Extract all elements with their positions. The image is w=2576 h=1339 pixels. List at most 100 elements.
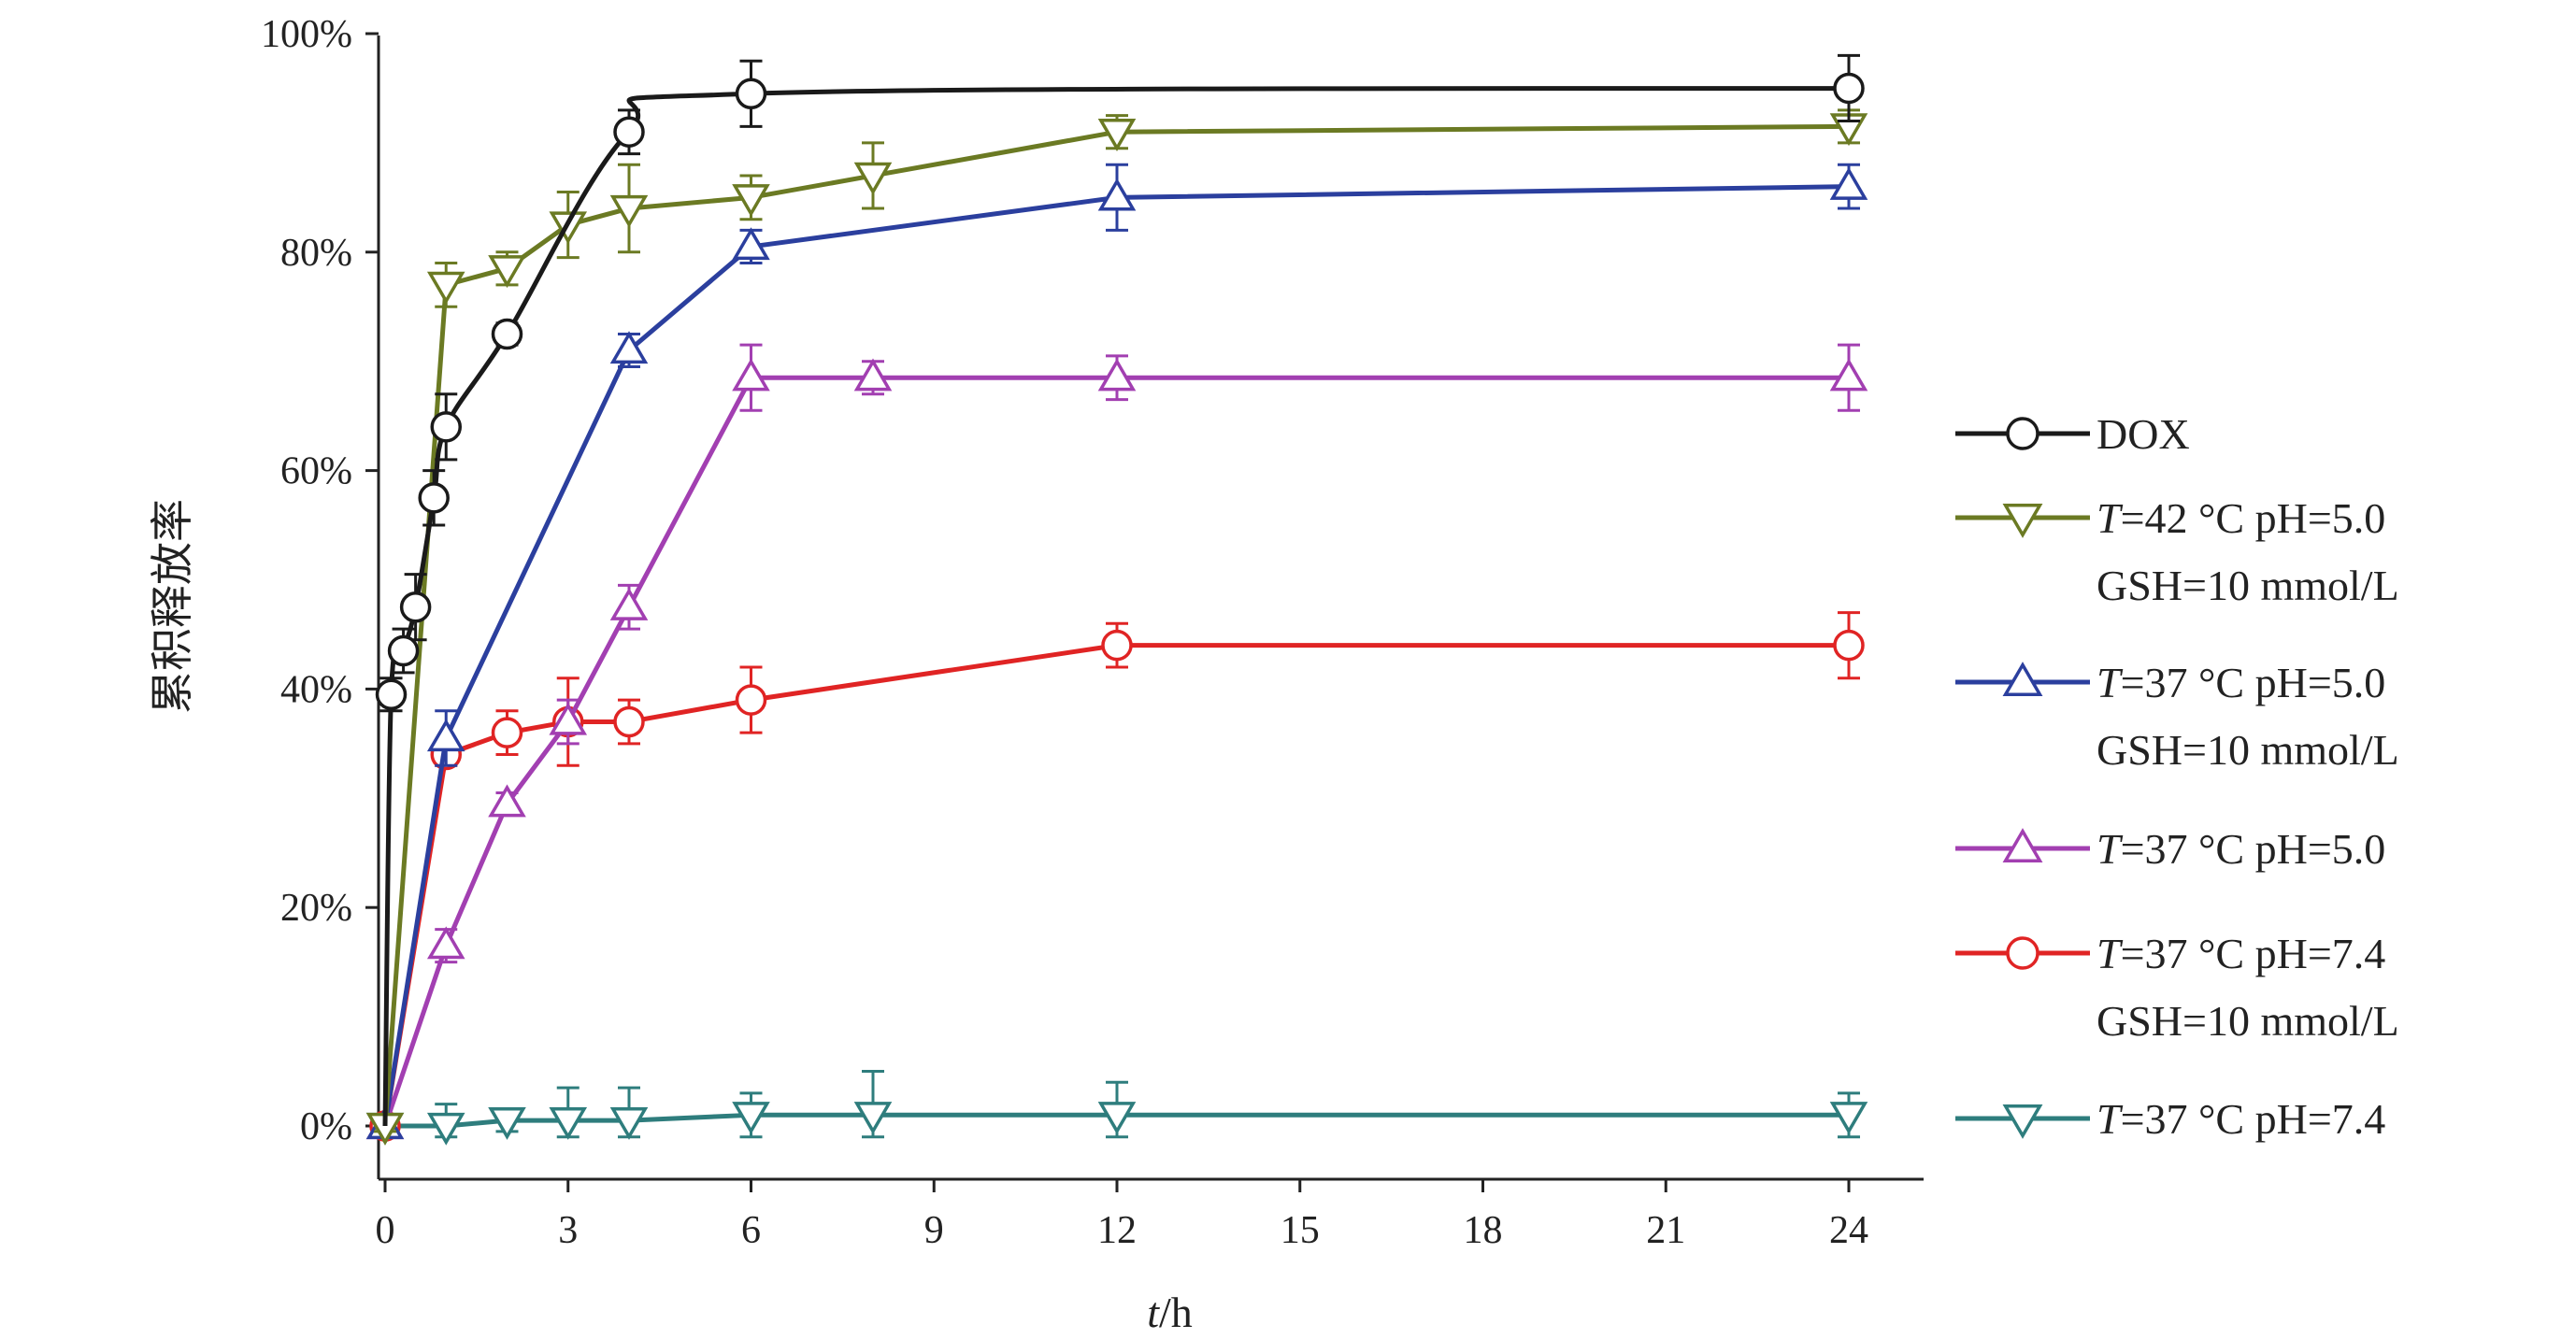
data-point	[735, 78, 767, 110]
data-point	[732, 227, 770, 261]
y-tick-label: 40%	[280, 668, 352, 711]
data-point	[609, 331, 649, 364]
x-tick-label: 9	[924, 1209, 944, 1252]
x-tick-label: 3	[558, 1209, 578, 1252]
x-axis-title: t/h	[1147, 1289, 1193, 1336]
data-point	[1101, 629, 1133, 662]
data-point	[426, 719, 465, 752]
data-point	[375, 678, 408, 710]
data-point	[1833, 72, 1865, 105]
x-tick-label: 12	[1097, 1209, 1137, 1252]
data-point	[1097, 178, 1137, 211]
data-point	[853, 1102, 893, 1135]
data-point	[1829, 166, 1868, 200]
legend-label: T=42 °C pH=5.0	[2097, 494, 2385, 542]
data-point	[2002, 662, 2043, 696]
series-line	[382, 184, 1850, 1127]
data-point	[491, 717, 523, 748]
legend-label: T=37 °C pH=5.0	[2097, 659, 2385, 706]
legend-label-var: T	[2097, 494, 2124, 542]
x-axis-title-var: t	[1147, 1289, 1160, 1336]
data-point	[1097, 1102, 1137, 1135]
legend-label-var: T	[2097, 659, 2124, 706]
series-line	[382, 643, 1849, 1127]
data-point	[1097, 119, 1137, 151]
data-point	[613, 116, 645, 148]
series-t37_ph50	[365, 343, 1868, 1140]
legend-label-text: =37 °C pH=5.0	[2121, 659, 2386, 706]
x-axis-title-unit: /h	[1159, 1289, 1193, 1336]
legend-label-text: DOX	[2097, 410, 2190, 458]
data-point	[426, 926, 465, 960]
y-axis-title: 累积释放率	[147, 499, 197, 714]
data-point	[549, 1106, 588, 1140]
y-tick-label: 80%	[280, 232, 352, 275]
x-tick-label: 6	[741, 1209, 761, 1252]
legend-label-text: =42 °C pH=5.0	[2121, 494, 2386, 542]
data-point	[488, 1106, 526, 1140]
data-point	[549, 702, 588, 735]
data-point	[609, 1106, 649, 1140]
data-point	[2006, 936, 2039, 970]
legend-label-var: T	[2097, 825, 2124, 873]
legend-label-line2: GSH=10 mmol/L	[2097, 726, 2399, 774]
legend-label-text: =37 °C pH=7.4	[2121, 930, 2386, 977]
x-tick-label: 21	[1646, 1209, 1685, 1252]
legend-item-t37_ph74: T=37 °C pH=7.4	[1955, 1095, 2385, 1143]
legend-item-t37_ph50: T=37 °C pH=5.0	[1955, 825, 2385, 873]
legend-item-dox: DOX	[1955, 410, 2190, 458]
legend-label-line2: GSH=10 mmol/L	[2097, 997, 2399, 1045]
data-point	[853, 162, 893, 195]
data-point	[609, 587, 649, 620]
data-point	[732, 184, 770, 218]
data-point	[2006, 417, 2039, 450]
data-point	[426, 271, 465, 305]
legend-label-text: =37 °C pH=5.0	[2121, 825, 2386, 873]
legend-label: T=37 °C pH=7.4	[2097, 1095, 2385, 1143]
x-tick-label: 24	[1829, 1209, 1868, 1252]
legend-label-text: =37 °C pH=7.4	[2121, 1095, 2386, 1143]
data-point	[732, 358, 770, 392]
series-dox	[375, 53, 1865, 1127]
legend-item-t42_ph50_gsh: T=42 °C pH=5.0 GSH=10 mmol/L	[1955, 494, 2399, 609]
legend-label: T=37 °C pH=5.0	[2097, 825, 2385, 873]
legend-item-t37_ph50_gsh: T=37 °C pH=5.0 GSH=10 mmol/L	[1955, 659, 2399, 774]
data-point	[418, 482, 450, 514]
data-point	[735, 684, 767, 716]
data-point	[2002, 828, 2043, 862]
series-t37_ph74	[365, 1070, 1868, 1146]
data-point	[2002, 504, 2043, 538]
data-point	[488, 784, 526, 818]
series-layer	[365, 53, 1868, 1146]
legend-label-var: T	[2097, 930, 2124, 977]
x-tick-label: 0	[376, 1209, 395, 1252]
y-tick-label: 20%	[280, 887, 352, 930]
data-point	[430, 411, 462, 443]
y-tick-label: 100%	[261, 13, 352, 56]
data-point	[732, 1102, 770, 1135]
series-t42_ph50_gsh	[365, 108, 1868, 1146]
series-t37_ph74_gsh	[369, 611, 1865, 1142]
data-point	[1829, 358, 1868, 392]
data-point	[387, 634, 420, 667]
y-tick-label: 60%	[280, 450, 352, 493]
legend-label-var: T	[2097, 1095, 2124, 1143]
series-line	[382, 85, 1850, 1127]
legend-label-line2: GSH=10 mmol/L	[2097, 562, 2399, 609]
data-point	[2002, 1104, 2043, 1139]
x-tick-label: 18	[1464, 1209, 1503, 1252]
x-tick-label: 15	[1281, 1209, 1320, 1252]
data-point	[488, 255, 526, 289]
data-point	[426, 1112, 465, 1146]
legend-label: T=37 °C pH=7.4	[2097, 930, 2385, 977]
axes: 0% 20% 40% 60% 80% 100% 0 3 6 9 12 15 18 21 24 t/h 累积释放率	[147, 13, 1924, 1336]
data-point	[399, 591, 432, 623]
y-tick-label: 0%	[300, 1105, 352, 1148]
data-point	[1833, 629, 1865, 662]
legend-label: DOX	[2097, 410, 2190, 458]
legend-item-t37_ph74_gsh: T=37 °C pH=7.4 GSH=10 mmol/L	[1955, 930, 2399, 1045]
data-point	[613, 705, 645, 738]
series-line	[382, 375, 1849, 1127]
